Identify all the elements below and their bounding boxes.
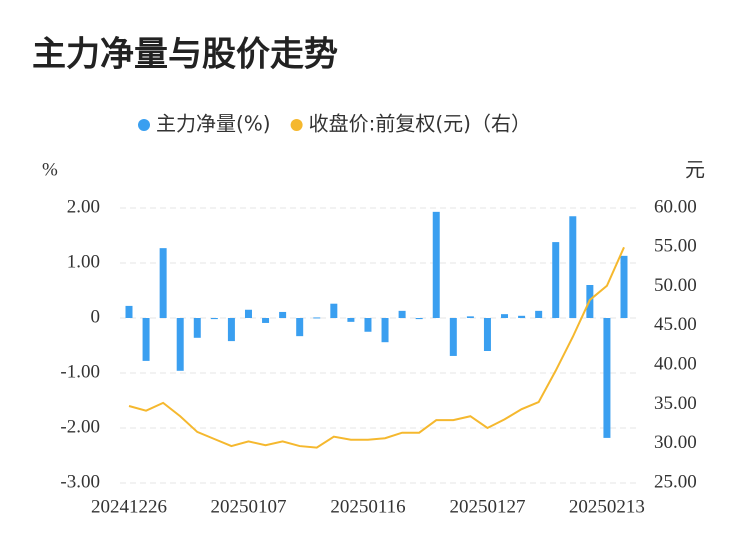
bar [347,318,355,322]
y2-tick-label: 40.00 [654,354,697,375]
legend-marker [138,119,150,131]
y-axis-label: % [42,159,58,180]
bar [244,309,252,318]
bar [210,318,218,320]
bar [159,248,167,318]
bar [552,242,560,318]
y-tick-label: 0 [91,306,101,327]
bar [142,318,150,361]
y-tick-label: -1.00 [60,361,100,382]
legend-marker [290,119,303,131]
bar [398,310,406,318]
y2-tick-label: 25.00 [654,471,697,492]
bar [466,316,474,318]
bar [313,317,321,319]
bar [415,318,423,320]
x-tick-label: 20250107 [210,496,286,517]
bar [176,318,184,371]
x-tick-label: 20241226 [91,496,167,517]
legend-label: 主力净量(%) [156,112,271,136]
y2-tick-label: 35.00 [654,393,697,414]
y2-tick-label: 50.00 [654,275,697,296]
bar [227,318,235,342]
y2-tick-label: 30.00 [654,432,697,453]
bar [279,311,287,318]
bar [449,318,457,356]
bar [569,216,577,318]
bar [364,318,372,332]
bar [620,255,628,318]
bar [125,305,133,318]
x-tick-label: 20250213 [569,496,645,517]
x-tick-label: 20250116 [330,496,405,517]
bar [518,315,526,318]
y2-axis-label: 元 [685,158,705,182]
y2-tick-label: 60.00 [654,196,697,217]
price-line [128,246,625,449]
bar [193,318,201,338]
y-tick-label: 2.00 [67,196,100,217]
y-tick-label: -2.00 [60,416,100,437]
x-tick-label: 20250127 [449,496,525,517]
bar [262,318,270,323]
y-tick-label: 1.00 [67,251,100,272]
y2-tick-label: 45.00 [654,314,697,335]
bar [381,318,389,343]
chart-title: 主力净量与股价走势 [32,35,338,75]
y-tick-label: -3.00 [60,471,100,492]
y2-tick-label: 55.00 [654,236,697,257]
bar [432,211,440,318]
bar [330,303,338,318]
bar [501,314,509,318]
bar [535,310,543,318]
bar [296,318,304,337]
bar [603,318,611,438]
legend-label: 收盘价:前复权(元)（右） [309,112,531,136]
bar [483,318,491,351]
